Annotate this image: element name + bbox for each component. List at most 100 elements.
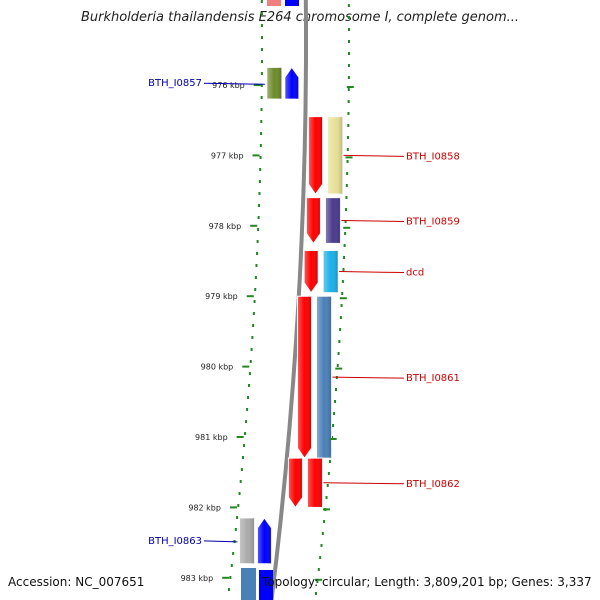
leader-line bbox=[203, 540, 238, 543]
gene-bar-shade bbox=[323, 250, 339, 293]
scale-tick-label: 982 kbp bbox=[188, 503, 221, 512]
guide-dot bbox=[250, 348, 253, 351]
guide-dot bbox=[255, 264, 258, 267]
scale-tick bbox=[236, 436, 244, 438]
guide-dot bbox=[252, 312, 255, 315]
guide-dot bbox=[260, 96, 263, 99]
scale-tick-label: 981 kbp bbox=[195, 433, 228, 442]
guide-dot bbox=[256, 240, 259, 243]
guide-dot bbox=[257, 216, 260, 219]
guide-dot bbox=[251, 336, 254, 339]
gene-label: BTH_I0858 bbox=[406, 151, 460, 162]
scale-tick bbox=[246, 295, 254, 298]
scale-tick-label: 979 kbp bbox=[205, 292, 238, 301]
cds-arrow-shade bbox=[308, 116, 323, 195]
cds-track bbox=[256, 0, 324, 600]
scale-tick bbox=[250, 224, 258, 227]
guide-dot bbox=[347, 52, 350, 55]
gene-bar bbox=[267, 0, 281, 6]
gene-bar-shade bbox=[266, 67, 282, 100]
guide-dot bbox=[347, 100, 350, 103]
guide-dot bbox=[243, 444, 246, 447]
accession-text: Accession: NC_007651 bbox=[8, 575, 145, 589]
guide-dot bbox=[239, 480, 242, 483]
guide-dot bbox=[259, 156, 262, 159]
guide-dot bbox=[341, 292, 344, 295]
guide-dot bbox=[252, 324, 255, 327]
guide-dot bbox=[237, 504, 240, 507]
scale-tick bbox=[343, 226, 351, 229]
scale-tick-label: 977 kbp bbox=[211, 151, 244, 160]
leader-line bbox=[203, 82, 265, 85]
scale-tick bbox=[252, 154, 260, 157]
cds-arrow-shade bbox=[306, 197, 321, 244]
gene-bar-shade bbox=[327, 116, 343, 195]
guide-dot bbox=[343, 244, 346, 247]
gene-track bbox=[238, 0, 344, 600]
gene-bar-shade bbox=[239, 517, 255, 564]
guide-dot bbox=[345, 196, 348, 199]
gene-label: BTH_I0857 bbox=[148, 78, 202, 89]
guide-dot bbox=[338, 340, 341, 343]
guide-dot bbox=[333, 412, 336, 415]
scale-tick bbox=[229, 506, 237, 509]
scale-tick-label: 983 kbp bbox=[181, 574, 214, 583]
guide-dot bbox=[343, 256, 346, 259]
guide-dot bbox=[326, 484, 329, 487]
guide-dot bbox=[247, 396, 250, 399]
cds-arrow-shade bbox=[288, 458, 303, 508]
scale-tick bbox=[315, 578, 323, 581]
gene-label: BTH_I0859 bbox=[406, 217, 460, 228]
map-title: Burkholderia thailandensis E264 chromoso… bbox=[80, 10, 520, 25]
guide-dot bbox=[253, 300, 256, 303]
guide-dot bbox=[245, 420, 248, 423]
scale-tick-label: 976 kbp bbox=[212, 81, 245, 90]
guide-dot bbox=[240, 468, 243, 471]
gene-bar-shade bbox=[307, 458, 323, 508]
guide-dot bbox=[327, 472, 330, 475]
guide-dot bbox=[249, 360, 252, 363]
guide-dot bbox=[345, 184, 348, 187]
guide-dot bbox=[316, 580, 319, 583]
scale-tick bbox=[345, 156, 353, 159]
scale-tick-label: 980 kbp bbox=[201, 363, 234, 372]
guide-dot bbox=[346, 172, 349, 175]
guide-dot bbox=[260, 36, 263, 39]
cds-arrow bbox=[285, 0, 299, 6]
guide-dot bbox=[260, 108, 263, 111]
guide-dot bbox=[260, 60, 263, 63]
cds-arrow bbox=[259, 570, 273, 600]
guide-dot bbox=[260, 120, 263, 123]
guide-dot bbox=[337, 352, 340, 355]
guide-dot bbox=[260, 132, 263, 135]
guide-dot bbox=[238, 492, 241, 495]
guide-dot bbox=[331, 436, 334, 439]
guide-dot bbox=[347, 112, 350, 115]
scale-tick bbox=[253, 84, 261, 86]
guide-dot bbox=[254, 276, 257, 279]
guide-dot bbox=[340, 304, 343, 307]
guide-dot bbox=[320, 544, 323, 547]
guide-dot bbox=[314, 592, 317, 595]
guide-dot bbox=[241, 456, 244, 459]
guide-dot bbox=[258, 180, 261, 183]
guide-dot bbox=[236, 516, 239, 519]
guide-dot bbox=[321, 532, 324, 535]
guide-dot bbox=[332, 424, 335, 427]
guide-dot bbox=[234, 528, 237, 531]
guide-dot bbox=[260, 0, 263, 3]
gene-label: dcd bbox=[406, 268, 424, 279]
guide-dot bbox=[257, 228, 260, 231]
guide-dot bbox=[334, 388, 337, 391]
guide-dot bbox=[259, 144, 262, 147]
guide-dot bbox=[325, 496, 328, 499]
cds-arrow-shade bbox=[304, 250, 319, 293]
leader-line bbox=[339, 271, 405, 274]
guide-dot bbox=[254, 288, 257, 291]
leader-line bbox=[341, 220, 405, 223]
cds-arrow-shade bbox=[257, 517, 272, 564]
gene-bar-shade bbox=[325, 197, 341, 244]
guide-dot bbox=[260, 48, 263, 51]
